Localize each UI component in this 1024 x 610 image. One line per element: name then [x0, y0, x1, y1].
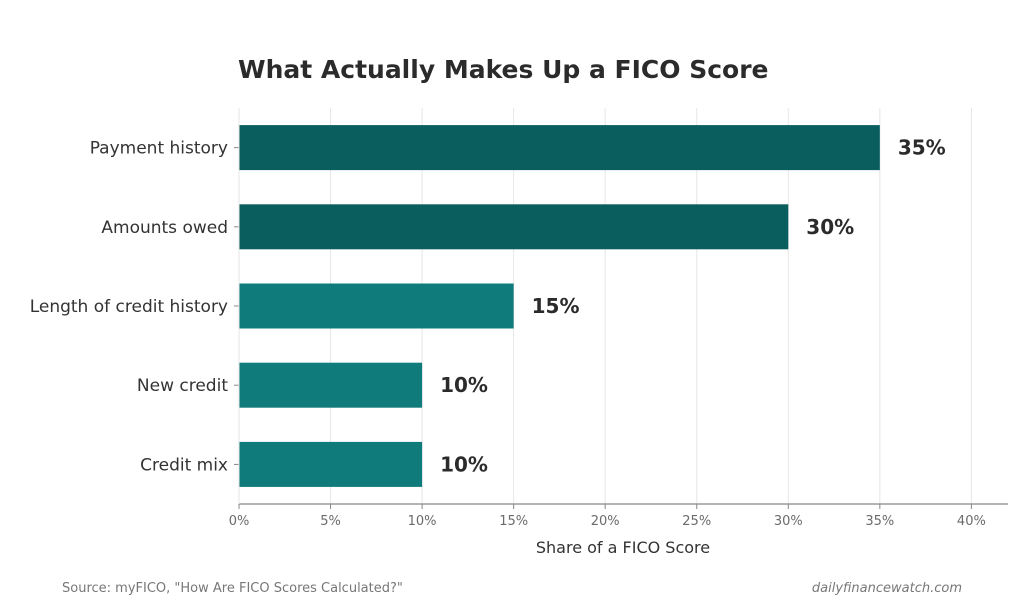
- x-tick-label: 5%: [320, 514, 341, 529]
- source-note: Source: myFICO, "How Are FICO Scores Cal…: [62, 581, 403, 596]
- category-label: Amounts owed: [101, 218, 228, 238]
- data-label: 30%: [806, 215, 854, 239]
- bar: [239, 441, 423, 487]
- x-tick-label: 35%: [865, 514, 894, 529]
- x-tick-label: 40%: [957, 514, 986, 529]
- bar: [239, 125, 880, 171]
- x-tick-label: 0%: [229, 514, 250, 529]
- x-axis-label: Share of a FICO Score: [536, 538, 710, 557]
- data-label: 10%: [440, 452, 488, 476]
- x-axis: 0% 5% 10% 15% 20% 25% 30% 35% 40%: [229, 108, 1008, 529]
- bar: [239, 283, 514, 329]
- x-tick-label: 25%: [682, 514, 711, 529]
- category-label: Credit mix: [140, 455, 228, 475]
- brand-note: dailyfinancewatch.com: [812, 581, 962, 596]
- x-tick-label: 15%: [499, 514, 528, 529]
- x-tick-label: 10%: [408, 514, 437, 529]
- x-tick-label: 30%: [774, 514, 803, 529]
- category-label: Length of credit history: [30, 297, 228, 317]
- category-label: Payment history: [90, 139, 228, 159]
- bar: [239, 362, 423, 408]
- grid-lines: [238, 108, 972, 504]
- labels: Payment history 35% Amounts owed 30% Length …: [30, 136, 946, 477]
- data-label: 35%: [898, 136, 946, 160]
- category-label: New credit: [137, 376, 228, 396]
- x-tick-label: 20%: [591, 514, 620, 529]
- bar: [239, 204, 789, 250]
- data-label: 10%: [440, 373, 488, 397]
- chart-title: What Actually Makes Up a FICO Score: [238, 55, 769, 84]
- data-label: 15%: [532, 294, 580, 318]
- bars: [239, 125, 880, 487]
